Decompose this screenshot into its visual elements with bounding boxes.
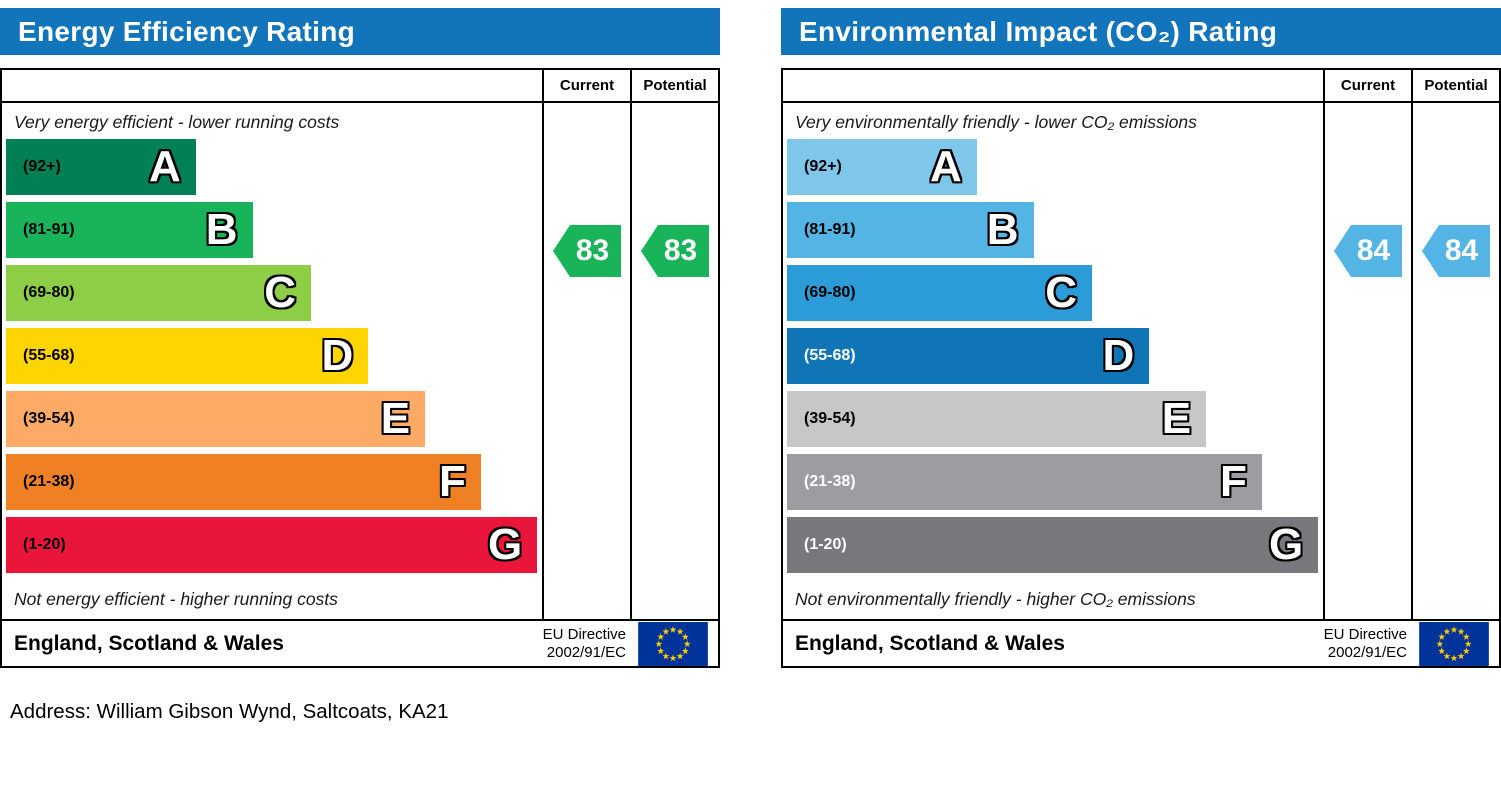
energy-band-g: (1-20) G (6, 517, 538, 573)
address-line: Address: William Gibson Wynd, Saltcoats,… (10, 700, 448, 724)
environmental-table-footer: England, Scotland & Wales EU Directive 2… (783, 619, 1499, 666)
energy-bands: (92+) A (81-91) B (69-80) C (55-68) (2, 139, 542, 573)
band-letter: B (205, 205, 239, 254)
environmental-impact-chart: Environmental Impact (CO₂) Rating Curren… (781, 8, 1501, 668)
band-range-label: (81-91) (804, 221, 856, 238)
energy-potential-column-header: Potential (630, 70, 718, 101)
energy-chart-title: Energy Efficiency Rating (18, 15, 356, 47)
environmental-chart-title: Environmental Impact (CO₂) Rating (799, 15, 1278, 47)
environmental-header-spacer (783, 70, 1323, 101)
energy-band-c: (69-80) C (6, 265, 311, 321)
band-letter: E (380, 394, 412, 443)
environmental-band-b: (81-91) B (787, 202, 1034, 258)
energy-potential-value: 83 (663, 234, 698, 267)
energy-potential-column: 83 (630, 103, 718, 619)
band-letter: F (1219, 457, 1248, 506)
energy-current-value: 83 (575, 234, 610, 267)
energy-table-body: Very energy efficient - lower running co… (2, 103, 718, 619)
band-letter: D (1101, 331, 1135, 380)
eu-directive-label: EU Directive 2002/91/EC (1324, 626, 1407, 662)
energy-header-spacer (2, 70, 542, 101)
environmental-current-arrow: 84 (1334, 225, 1402, 277)
eu-directive-line2: 2002/91/EC (1327, 643, 1407, 661)
environmental-title-bar: Environmental Impact (CO₂) Rating (781, 8, 1501, 55)
band-range-label: (69-80) (23, 284, 75, 301)
environmental-table-header: Current Potential (783, 70, 1499, 103)
environmental-bottom-caption: Not environmentally friendly - higher CO… (795, 589, 1196, 609)
band-letter: C (1044, 268, 1078, 317)
band-range-label: (21-38) (23, 473, 75, 490)
band-range-label: (55-68) (804, 347, 856, 364)
environmental-band-area: Very environmentally friendly - lower CO… (783, 103, 1323, 619)
energy-current-column: 83 (542, 103, 630, 619)
environmental-potential-column: 84 (1411, 103, 1499, 619)
energy-band-b: (81-91) B (6, 202, 253, 258)
band-letter: A (929, 142, 963, 191)
environmental-table-body: Very environmentally friendly - lower CO… (783, 103, 1499, 619)
environmental-potential-arrow: 84 (1422, 225, 1490, 277)
band-letter: G (487, 520, 524, 569)
environmental-top-caption: Very environmentally friendly - lower CO… (795, 112, 1197, 132)
band-range-label: (21-38) (804, 473, 856, 490)
band-range-label: (55-68) (23, 347, 75, 364)
eu-directive-line2: 2002/91/EC (546, 643, 626, 661)
band-letter: B (986, 205, 1020, 254)
eu-flag-icon (638, 621, 708, 666)
eu-directive-label: EU Directive 2002/91/EC (543, 626, 626, 662)
band-letter: F (438, 457, 467, 506)
region-label: England, Scotland & Wales (795, 631, 1065, 655)
environmental-current-column: 84 (1323, 103, 1411, 619)
energy-table-footer: England, Scotland & Wales EU Directive 2… (2, 619, 718, 666)
energy-band-area: Very energy efficient - lower running co… (2, 103, 542, 619)
energy-band-e: (39-54) E (6, 391, 426, 447)
energy-band-a: (92+) A (6, 139, 196, 195)
energy-efficiency-chart: Energy Efficiency Rating Current Potenti… (0, 8, 720, 668)
band-range-label: (81-91) (23, 221, 75, 238)
energy-bottom-caption: Not energy efficient - higher running co… (14, 589, 338, 609)
energy-band-d: (55-68) D (6, 328, 369, 384)
region-label: England, Scotland & Wales (14, 631, 284, 655)
environmental-rating-table: Current Potential Very environmentally f… (781, 68, 1501, 668)
energy-table-header: Current Potential (2, 70, 718, 103)
environmental-current-value: 84 (1356, 234, 1391, 267)
energy-top-caption: Very energy efficient - lower running co… (14, 112, 340, 132)
band-letter: D (320, 331, 354, 380)
eu-flag-icon (1419, 621, 1489, 666)
band-range-label: (39-54) (804, 410, 856, 427)
environmental-band-c: (69-80) C (787, 265, 1092, 321)
band-range-label: (1-20) (804, 536, 847, 553)
environmental-band-f: (21-38) F (787, 454, 1262, 510)
band-range-label: (1-20) (23, 536, 66, 553)
energy-current-column-header: Current (542, 70, 630, 101)
band-range-label: (69-80) (804, 284, 856, 301)
environmental-band-d: (55-68) D (787, 328, 1150, 384)
energy-title-bar: Energy Efficiency Rating (0, 8, 720, 55)
address-label: Address: (10, 700, 91, 723)
environmental-bands: (92+) A (81-91) B (69-80) C (55-68) (783, 139, 1323, 573)
eu-directive-line1: EU Directive (542, 625, 626, 643)
band-range-label: (92+) (804, 158, 842, 175)
band-range-label: (39-54) (23, 410, 75, 427)
address-value: William Gibson Wynd, Saltcoats, KA21 (96, 700, 449, 723)
energy-current-arrow: 83 (553, 225, 621, 277)
environmental-potential-value: 84 (1444, 234, 1479, 267)
environmental-band-e: (39-54) E (787, 391, 1207, 447)
environmental-current-column-header: Current (1323, 70, 1411, 101)
band-letter: A (148, 142, 182, 191)
environmental-band-g: (1-20) G (787, 517, 1319, 573)
band-letter: G (1268, 520, 1305, 569)
environmental-potential-column-header: Potential (1411, 70, 1499, 101)
band-letter: E (1161, 394, 1193, 443)
environmental-band-a: (92+) A (787, 139, 977, 195)
energy-band-f: (21-38) F (6, 454, 481, 510)
energy-potential-arrow: 83 (641, 225, 709, 277)
band-range-label: (92+) (23, 158, 61, 175)
energy-rating-table: Current Potential Very energy efficient … (0, 68, 720, 668)
eu-directive-line1: EU Directive (1323, 625, 1407, 643)
band-letter: C (263, 268, 297, 317)
